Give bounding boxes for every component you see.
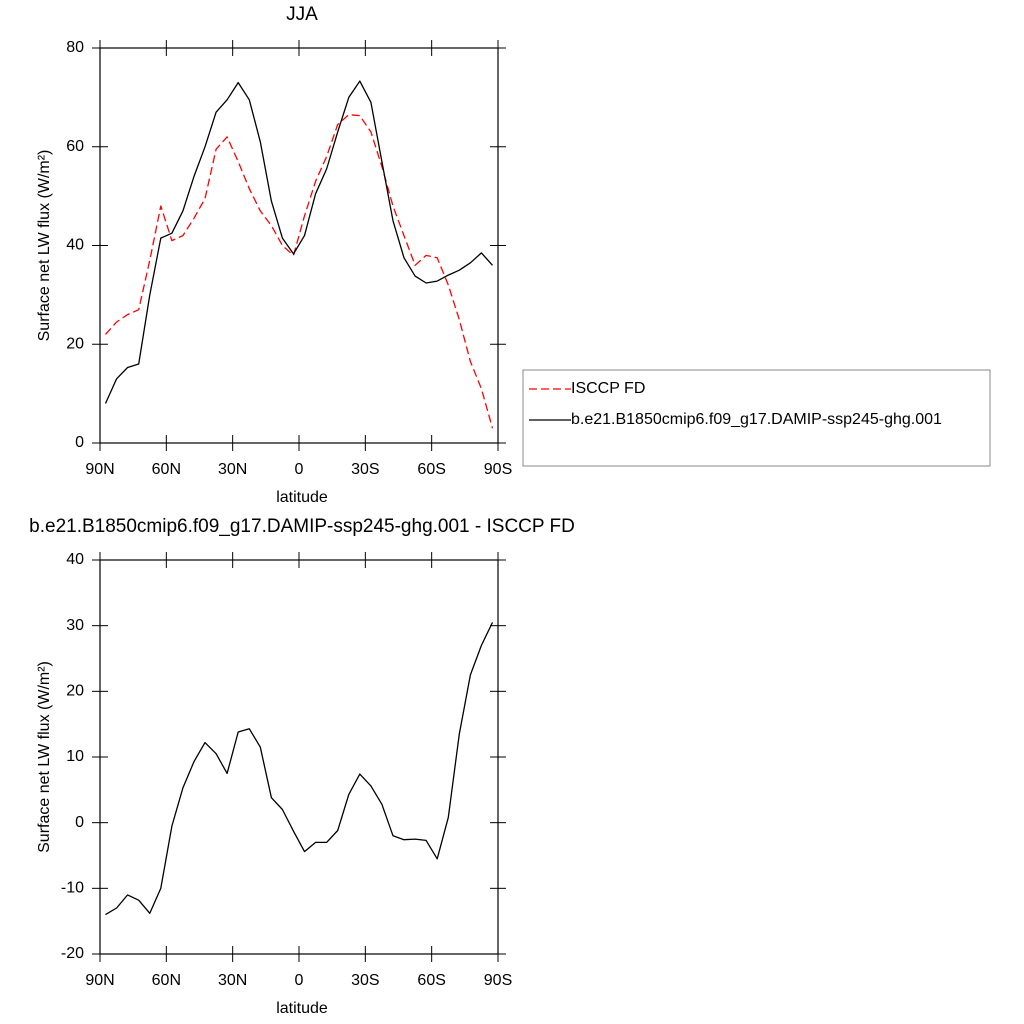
x-tick-label: 90N xyxy=(85,461,114,478)
y-axis-label: Surface net LW flux (W/m²) xyxy=(36,150,53,342)
x-tick-label: 90N xyxy=(85,972,114,989)
data-line xyxy=(104,80,493,404)
x-axis-label: latitude xyxy=(276,1000,328,1017)
x-tick-label: 60N xyxy=(152,461,181,478)
y-tick-label: 40 xyxy=(66,237,84,254)
x-tick-label: 30N xyxy=(218,972,247,989)
x-tick-label: 90S xyxy=(484,972,512,989)
y-axis-label: Surface net LW flux (W/m²) xyxy=(36,661,53,853)
x-tick-label: 0 xyxy=(295,972,304,989)
chart-title: JJA xyxy=(286,4,318,25)
x-tick-label: 30N xyxy=(218,461,247,478)
y-tick-label: 20 xyxy=(66,683,84,700)
y-tick-label: 40 xyxy=(66,551,84,568)
plot-frame xyxy=(99,559,499,955)
y-tick-label: 80 xyxy=(66,39,84,56)
y-tick-label: -10 xyxy=(61,880,84,897)
y-tick-label: 0 xyxy=(75,434,84,451)
x-tick-label: 60N xyxy=(152,972,181,989)
x-tick-label: 90S xyxy=(484,461,512,478)
x-tick-label: 30S xyxy=(351,972,379,989)
data-line xyxy=(105,114,494,429)
data-line xyxy=(105,622,494,916)
y-tick-label: 30 xyxy=(66,617,84,634)
legend-label: b.e21.B1850cmip6.f09_g17.DAMIP-ssp245-gh… xyxy=(571,411,942,428)
x-axis-label: latitude xyxy=(276,489,328,506)
y-tick-label: 10 xyxy=(66,748,84,765)
chart-title: b.e21.B1850cmip6.f09_g17.DAMIP-ssp245-gh… xyxy=(29,516,575,537)
y-tick-label: 20 xyxy=(66,335,84,352)
x-tick-label: 30S xyxy=(351,461,379,478)
y-tick-label: 60 xyxy=(66,138,84,155)
y-tick-label: 0 xyxy=(75,814,84,831)
y-tick-label: -20 xyxy=(61,945,84,962)
x-tick-label: 60S xyxy=(417,972,445,989)
x-tick-label: 0 xyxy=(295,461,304,478)
legend-box xyxy=(522,369,991,467)
x-tick-label: 60S xyxy=(417,461,445,478)
legend-label: ISCCP FD xyxy=(571,380,645,397)
